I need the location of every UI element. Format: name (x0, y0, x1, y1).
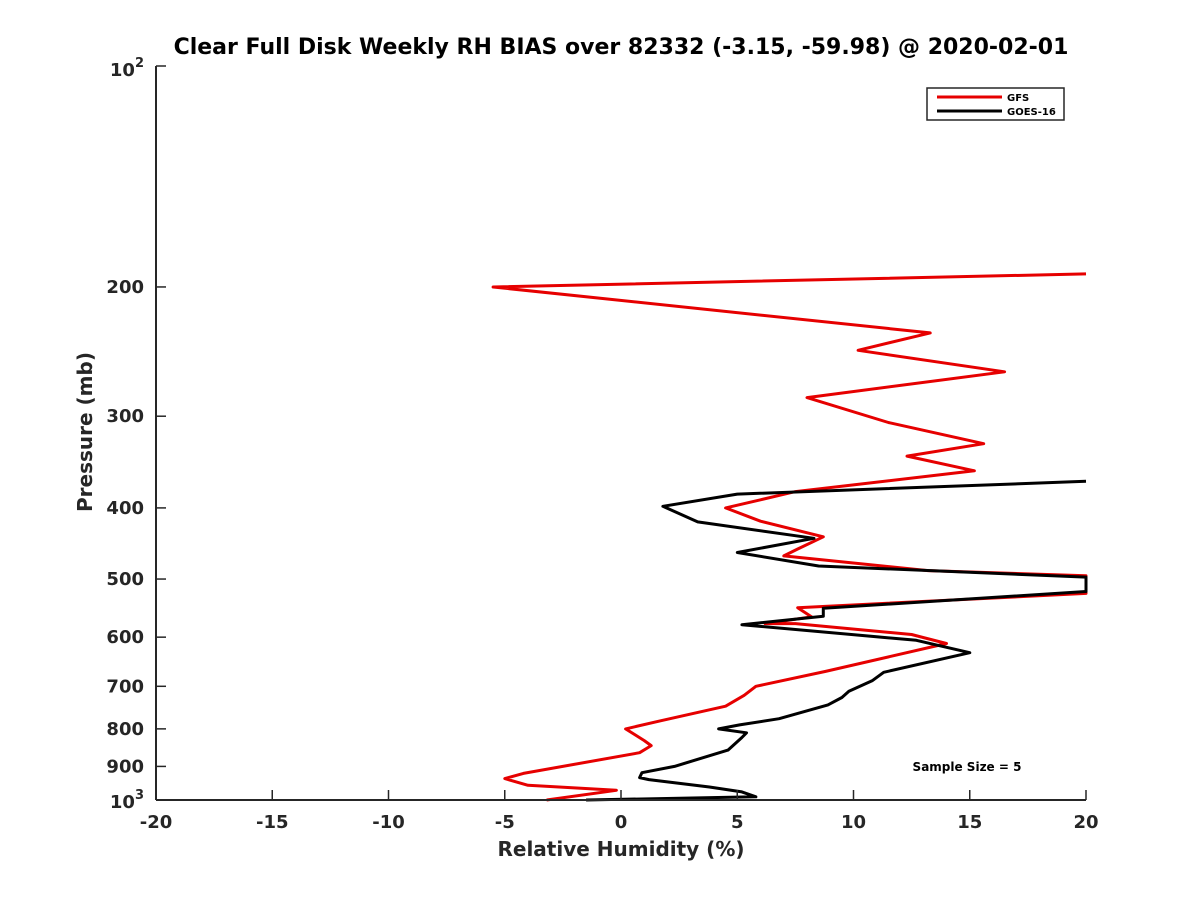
y-tick-label: 900 (106, 756, 144, 777)
chart-title: Clear Full Disk Weekly RH BIAS over 8233… (174, 35, 1069, 60)
legend: GFS GOES-16 (926, 87, 1065, 121)
y-tick-label: 400 (106, 498, 144, 519)
y-tick-label-bottom: 103 (110, 788, 144, 813)
legend-label-goes16: GOES-16 (1007, 107, 1056, 118)
series-line-gfs (491, 272, 1088, 802)
y-tick-label: 200 (106, 277, 144, 298)
x-axis-ticks: -20 -15 -10 -5 0 5 10 15 20 (140, 790, 1099, 833)
legend-label-gfs: GFS (1007, 93, 1029, 104)
x-tick-label: -20 (140, 812, 173, 833)
legend-box (926, 87, 1065, 121)
y-axis-label: Pressure (mb) (73, 352, 97, 512)
y-tick-bottom-exp: 3 (135, 788, 144, 803)
y-tick-label-top: 102 (110, 56, 144, 81)
x-tick-label: -15 (256, 812, 289, 833)
y-tick-label: 600 (106, 627, 144, 648)
x-tick-label: 15 (957, 812, 982, 833)
y-tick-label: 700 (106, 676, 144, 697)
y-tick-label: 300 (106, 406, 144, 427)
y-axis-ticks: 200 300 400 500 600 700 800 900 (106, 65, 166, 801)
sample-size-annotation: Sample Size = 5 (913, 760, 1022, 774)
x-tick-label: -10 (372, 812, 405, 833)
x-tick-label: 0 (615, 812, 628, 833)
y-tick-top-exp: 2 (135, 56, 144, 71)
series-line-goes-16 (586, 479, 1088, 802)
x-tick-label: 20 (1073, 812, 1098, 833)
x-tick-label: -5 (495, 812, 515, 833)
y-tick-label: 800 (106, 719, 144, 740)
series-layer (491, 272, 1088, 802)
y-tick-bottom-base: 10 (110, 792, 135, 813)
x-tick-label: 5 (731, 812, 744, 833)
x-axis-label: Relative Humidity (%) (497, 837, 744, 861)
y-tick-top-base: 10 (110, 60, 135, 81)
y-tick-label: 500 (106, 569, 144, 590)
x-tick-label: 10 (841, 812, 866, 833)
